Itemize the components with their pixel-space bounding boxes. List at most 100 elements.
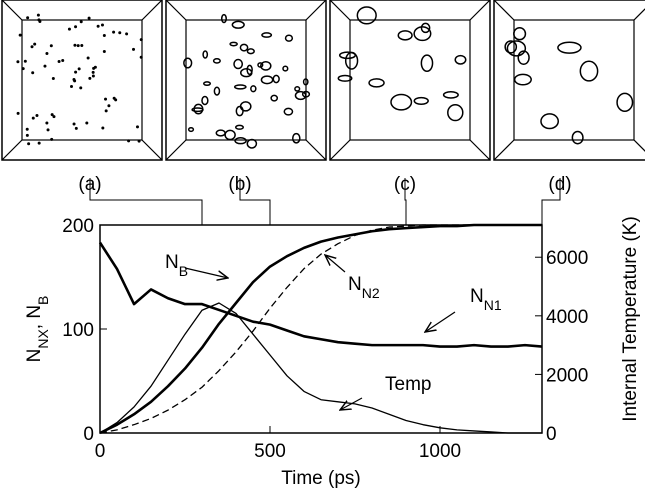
annotation-arrow	[325, 255, 346, 273]
particle	[104, 109, 108, 113]
particle	[67, 27, 71, 31]
particle	[79, 20, 83, 24]
cluster	[442, 91, 459, 99]
particle	[125, 32, 129, 36]
particle	[112, 30, 116, 34]
particle	[101, 126, 105, 130]
cluster	[229, 41, 238, 47]
particle	[79, 86, 83, 90]
particle	[45, 51, 49, 55]
x-tick-label: 1000	[419, 441, 461, 462]
subscript: B	[179, 263, 188, 279]
cluster	[201, 95, 209, 106]
y-tick-label: 200	[62, 216, 94, 237]
panel-edge	[329, 0, 351, 21]
particle	[104, 97, 108, 101]
particle	[74, 70, 78, 74]
particle	[31, 116, 35, 120]
snapshot-connector	[89, 178, 203, 225]
panel-edge	[141, 0, 163, 21]
particle	[26, 16, 30, 20]
subscript: B	[35, 296, 51, 305]
cluster	[224, 129, 236, 141]
cluster	[413, 26, 432, 42]
particle	[86, 56, 90, 60]
x-tick-label: 500	[254, 441, 286, 462]
particle	[70, 85, 74, 89]
series-line	[99, 302, 542, 434]
cluster	[368, 78, 385, 88]
cluster	[246, 64, 253, 76]
cluster	[213, 86, 221, 96]
cluster	[261, 32, 273, 38]
particle	[49, 44, 53, 48]
cluster	[337, 74, 353, 82]
cluster	[234, 124, 245, 130]
cluster	[540, 113, 560, 130]
particle	[76, 44, 80, 48]
panel-edge	[165, 0, 187, 21]
cluster	[390, 93, 413, 111]
panel-inner	[21, 19, 143, 141]
cluster	[234, 137, 247, 145]
particle	[50, 113, 54, 117]
snapshot-connector	[404, 178, 407, 225]
cluster	[294, 86, 301, 92]
cluster	[193, 103, 204, 115]
particle	[74, 126, 78, 130]
cluster	[356, 6, 377, 25]
text-part: Temp	[385, 374, 431, 395]
cluster	[282, 65, 289, 72]
particle	[135, 125, 139, 129]
annotation-arrow	[340, 397, 363, 410]
particle	[93, 65, 97, 69]
cluster	[338, 51, 357, 60]
particle	[88, 76, 92, 80]
particle	[132, 47, 136, 51]
cluster	[420, 22, 431, 34]
particle	[37, 18, 41, 22]
particle	[72, 122, 76, 126]
cluster	[517, 50, 530, 65]
cluster	[579, 60, 599, 82]
cluster	[246, 48, 255, 55]
particle	[25, 127, 29, 131]
panel-edge	[305, 139, 327, 161]
particle	[37, 141, 41, 145]
cluster	[506, 40, 527, 57]
panel-frame	[329, 0, 491, 161]
series-label: Temp	[385, 374, 431, 395]
subscript: N2	[362, 285, 380, 301]
particle	[80, 44, 84, 48]
cluster	[616, 92, 634, 113]
cluster	[513, 26, 527, 41]
cluster	[413, 96, 429, 105]
particle	[51, 76, 55, 80]
cluster	[420, 54, 434, 73]
annotation-arrow	[184, 267, 228, 278]
particle	[50, 137, 54, 141]
panel-edge	[1, 0, 23, 21]
snapshot-connector	[541, 178, 561, 225]
text-part: N	[348, 274, 362, 295]
panel-edge	[469, 139, 491, 161]
particle	[35, 113, 39, 117]
particle	[61, 59, 65, 63]
particle	[43, 64, 47, 68]
y-axis-title: NNX, NB	[24, 296, 51, 363]
particle	[100, 23, 104, 27]
cluster	[571, 130, 584, 145]
cluster	[240, 68, 253, 78]
annotation-arrow	[425, 311, 456, 332]
y-tick-label: 0	[83, 424, 94, 445]
cluster	[187, 126, 195, 133]
cluster	[246, 138, 258, 149]
particle	[96, 24, 100, 28]
cluster	[239, 43, 249, 52]
series-line	[98, 241, 543, 348]
panel-edge	[141, 139, 163, 161]
cluster	[504, 40, 518, 54]
series-line	[99, 224, 542, 434]
particle	[102, 50, 106, 54]
